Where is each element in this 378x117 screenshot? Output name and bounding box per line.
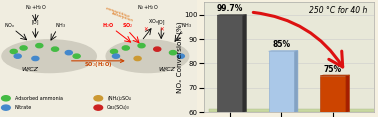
- Circle shape: [36, 44, 43, 48]
- Text: (NH₄)₂SO₄: (NH₄)₂SO₄: [107, 96, 131, 101]
- Text: adsorption: adsorption: [110, 12, 133, 23]
- Circle shape: [51, 47, 59, 51]
- Polygon shape: [243, 15, 246, 112]
- Circle shape: [122, 46, 129, 50]
- Text: Nitrate: Nitrate: [15, 105, 32, 110]
- Text: 85%: 85%: [273, 40, 291, 49]
- Ellipse shape: [2, 40, 96, 73]
- Circle shape: [134, 56, 141, 61]
- Circle shape: [2, 96, 10, 101]
- Circle shape: [138, 44, 145, 48]
- Y-axis label: NOₓ Conversion (%): NOₓ Conversion (%): [177, 22, 183, 93]
- Text: N$_2$+H$_2$O: N$_2$+H$_2$O: [136, 3, 158, 12]
- Circle shape: [32, 56, 39, 61]
- Circle shape: [10, 49, 17, 54]
- Circle shape: [65, 51, 72, 55]
- Text: H$_2$O: H$_2$O: [102, 21, 114, 30]
- Text: SO$_2$: SO$_2$: [122, 21, 133, 30]
- Text: [O]: [O]: [32, 19, 39, 24]
- Circle shape: [112, 54, 119, 58]
- Text: NO$_x$: NO$_x$: [4, 21, 15, 30]
- Text: SO$_2$(H$_2$O): SO$_2$(H$_2$O): [84, 60, 113, 69]
- Text: 99.7%: 99.7%: [217, 4, 243, 13]
- Polygon shape: [346, 75, 350, 112]
- Text: Adsorbed ammonia: Adsorbed ammonia: [15, 96, 63, 101]
- Circle shape: [2, 105, 10, 110]
- Circle shape: [110, 49, 118, 54]
- Circle shape: [14, 54, 21, 58]
- Circle shape: [169, 51, 177, 55]
- Polygon shape: [294, 51, 298, 112]
- Circle shape: [20, 46, 27, 50]
- Text: XO$_x$: XO$_x$: [148, 17, 159, 26]
- Text: Ce₂(SO₄)₃: Ce₂(SO₄)₃: [107, 105, 130, 110]
- Circle shape: [94, 105, 102, 110]
- Circle shape: [177, 54, 184, 58]
- Text: competitive: competitive: [105, 6, 131, 19]
- Bar: [217, 15, 243, 112]
- Circle shape: [154, 47, 161, 51]
- Bar: [268, 51, 294, 112]
- Circle shape: [94, 96, 102, 101]
- Circle shape: [73, 54, 80, 58]
- Bar: [209, 109, 378, 112]
- Text: N$_2$+H$_2$O: N$_2$+H$_2$O: [25, 3, 46, 12]
- Text: NH$_3$: NH$_3$: [181, 21, 192, 30]
- Ellipse shape: [106, 40, 189, 73]
- Bar: [320, 76, 346, 112]
- Text: [O]: [O]: [157, 19, 165, 24]
- Text: ✕: ✕: [159, 28, 164, 33]
- Text: NH$_3$: NH$_3$: [55, 21, 67, 30]
- Text: ✕: ✕: [143, 28, 148, 33]
- Text: W/CZ: W/CZ: [159, 66, 175, 71]
- Text: 250 °C for 40 h: 250 °C for 40 h: [309, 6, 367, 15]
- Polygon shape: [320, 75, 350, 76]
- Text: W/CZ: W/CZ: [21, 66, 38, 71]
- Text: 75%: 75%: [324, 65, 342, 74]
